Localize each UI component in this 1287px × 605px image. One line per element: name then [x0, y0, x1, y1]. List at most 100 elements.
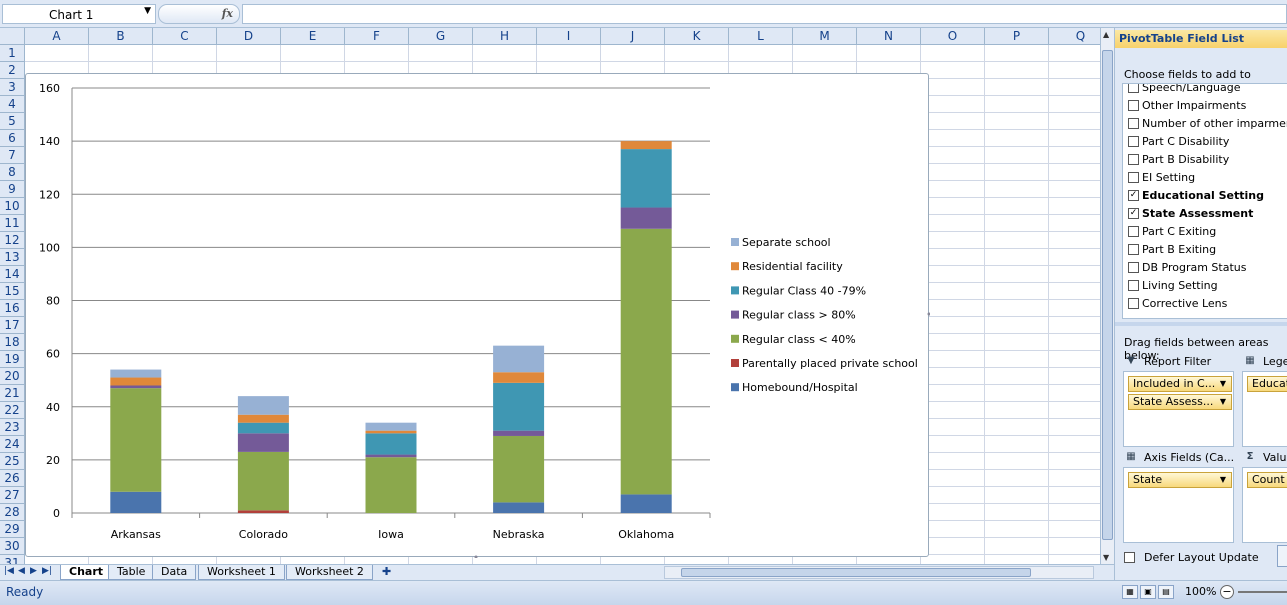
column-header-o[interactable]: O	[921, 28, 985, 45]
zoom-out-button[interactable]: −	[1220, 585, 1234, 599]
field-checkbox[interactable]	[1128, 153, 1139, 165]
column-header-d[interactable]: D	[217, 28, 281, 45]
row-header-6[interactable]: 6	[0, 130, 25, 147]
field-checkbox[interactable]	[1128, 225, 1139, 237]
zoom-level[interactable]: 100%	[1185, 585, 1217, 598]
field-item[interactable]: Part C Disability	[1128, 132, 1229, 150]
row-header-28[interactable]: 28	[0, 504, 25, 521]
defer-layout-update[interactable]: Defer Layout Update	[1124, 551, 1259, 564]
axis-fields-area[interactable]: State ▼	[1123, 467, 1234, 543]
filter-pill[interactable]: Included in C... ▼	[1128, 376, 1232, 392]
field-item[interactable]: Living Setting	[1128, 276, 1218, 294]
update-button[interactable]	[1277, 545, 1287, 567]
field-item[interactable]: Speech/Language	[1128, 84, 1241, 96]
sheet-tab[interactable]: Chart	[60, 565, 113, 580]
select-all-button[interactable]	[0, 28, 25, 45]
formula-input[interactable]	[242, 4, 1287, 24]
column-header-a[interactable]: A	[25, 28, 89, 45]
first-sheet-icon[interactable]: |◀	[4, 566, 14, 576]
report-filter-area[interactable]: Included in C... ▼ State Assess... ▼	[1123, 371, 1234, 447]
field-checkbox[interactable]: ✓	[1128, 207, 1139, 219]
vertical-scrollbar[interactable]: ▲ ▼	[1100, 28, 1114, 564]
field-checkbox[interactable]: ✓	[1128, 189, 1139, 201]
row-header-30[interactable]: 30	[0, 538, 25, 555]
field-checkbox[interactable]	[1128, 279, 1139, 291]
row-header-16[interactable]: 16	[0, 300, 25, 317]
name-box[interactable]: Chart 1 ▼	[2, 4, 156, 24]
defer-checkbox[interactable]	[1124, 552, 1135, 563]
field-checkbox[interactable]	[1128, 243, 1139, 255]
field-item[interactable]: Other Impairments	[1128, 96, 1246, 114]
field-checkbox[interactable]	[1128, 99, 1139, 111]
column-header-h[interactable]: H	[473, 28, 537, 45]
row-header-18[interactable]: 18	[0, 334, 25, 351]
row-header-24[interactable]: 24	[0, 436, 25, 453]
row-header-21[interactable]: 21	[0, 385, 25, 402]
sheet-tab[interactable]: Worksheet 1	[198, 565, 285, 580]
column-header-q[interactable]: Q	[1049, 28, 1100, 45]
insert-sheet-icon[interactable]: ✚	[382, 565, 392, 578]
column-header-i[interactable]: I	[537, 28, 601, 45]
row-header-4[interactable]: 4	[0, 96, 25, 113]
horizontal-scrollbar[interactable]	[664, 566, 1094, 579]
column-header-e[interactable]: E	[281, 28, 345, 45]
sheet-tab[interactable]: Data	[152, 565, 197, 580]
last-sheet-icon[interactable]: ▶|	[42, 566, 52, 576]
legend-fields-area[interactable]: Educatio	[1242, 371, 1287, 447]
field-item[interactable]: Number of other imparments	[1128, 114, 1287, 132]
column-header-m[interactable]: M	[793, 28, 857, 45]
column-header-k[interactable]: K	[665, 28, 729, 45]
row-header-27[interactable]: 27	[0, 487, 25, 504]
field-item[interactable]: DB Program Status	[1128, 258, 1246, 276]
field-checkbox[interactable]	[1128, 297, 1139, 309]
row-header-9[interactable]: 9	[0, 181, 25, 198]
row-header-3[interactable]: 3	[0, 79, 25, 96]
column-header-p[interactable]: P	[985, 28, 1049, 45]
pane-divider[interactable]	[1115, 322, 1287, 326]
row-header-20[interactable]: 20	[0, 368, 25, 385]
column-header-g[interactable]: G	[409, 28, 473, 45]
chevron-down-icon[interactable]: ▼	[1219, 379, 1226, 388]
row-header-14[interactable]: 14	[0, 266, 25, 283]
chart-object[interactable]: 0 20 40 60 80 100 120 140 160 Arkansas Colorado Iow…	[25, 73, 930, 558]
row-header-25[interactable]: 25	[0, 453, 25, 470]
horizontal-scroll-thumb[interactable]	[681, 568, 1031, 577]
row-header-15[interactable]: 15	[0, 283, 25, 300]
field-checkbox[interactable]	[1128, 84, 1139, 93]
scroll-down-icon[interactable]: ▼	[1103, 553, 1110, 562]
row-header-22[interactable]: 22	[0, 402, 25, 419]
next-sheet-icon[interactable]: ▶	[30, 566, 37, 576]
column-header-c[interactable]: C	[153, 28, 217, 45]
field-list[interactable]: Speech/Language Other Impairments Number o…	[1122, 83, 1287, 319]
prev-sheet-icon[interactable]: ◀	[18, 566, 25, 576]
row-header-17[interactable]: 17	[0, 317, 25, 334]
field-checkbox[interactable]	[1128, 261, 1139, 273]
scroll-thumb[interactable]	[1102, 50, 1113, 540]
field-item[interactable]: ✓ Educational Setting	[1128, 186, 1264, 204]
sheet-tab[interactable]: Table	[108, 565, 155, 580]
row-header-12[interactable]: 12	[0, 232, 25, 249]
field-checkbox[interactable]	[1128, 171, 1139, 183]
field-item[interactable]: ✓ State Assessment	[1128, 204, 1253, 222]
values-area[interactable]: Count o	[1242, 467, 1287, 543]
row-header-29[interactable]: 29	[0, 521, 25, 538]
row-header-23[interactable]: 23	[0, 419, 25, 436]
field-item[interactable]: Part B Exiting	[1128, 240, 1216, 258]
row-header-11[interactable]: 11	[0, 215, 25, 232]
column-header-l[interactable]: L	[729, 28, 793, 45]
chevron-down-icon[interactable]: ▼	[1219, 475, 1226, 484]
row-header-8[interactable]: 8	[0, 164, 25, 181]
zoom-slider[interactable]	[1238, 591, 1287, 593]
field-item[interactable]: Part B Disability	[1128, 150, 1229, 168]
row-header-7[interactable]: 7	[0, 147, 25, 164]
column-header-f[interactable]: F	[345, 28, 409, 45]
chevron-down-icon[interactable]: ▼	[144, 6, 151, 16]
chevron-down-icon[interactable]: ▼	[1219, 397, 1226, 406]
filter-pill[interactable]: State Assess... ▼	[1128, 394, 1232, 410]
row-header-13[interactable]: 13	[0, 249, 25, 266]
insert-function-button[interactable]: fx	[158, 4, 240, 24]
field-checkbox[interactable]	[1128, 135, 1139, 147]
row-header-2[interactable]: 2	[0, 62, 25, 79]
field-checkbox[interactable]	[1128, 117, 1139, 129]
page-break-view-icon[interactable]: ▤	[1158, 585, 1174, 599]
